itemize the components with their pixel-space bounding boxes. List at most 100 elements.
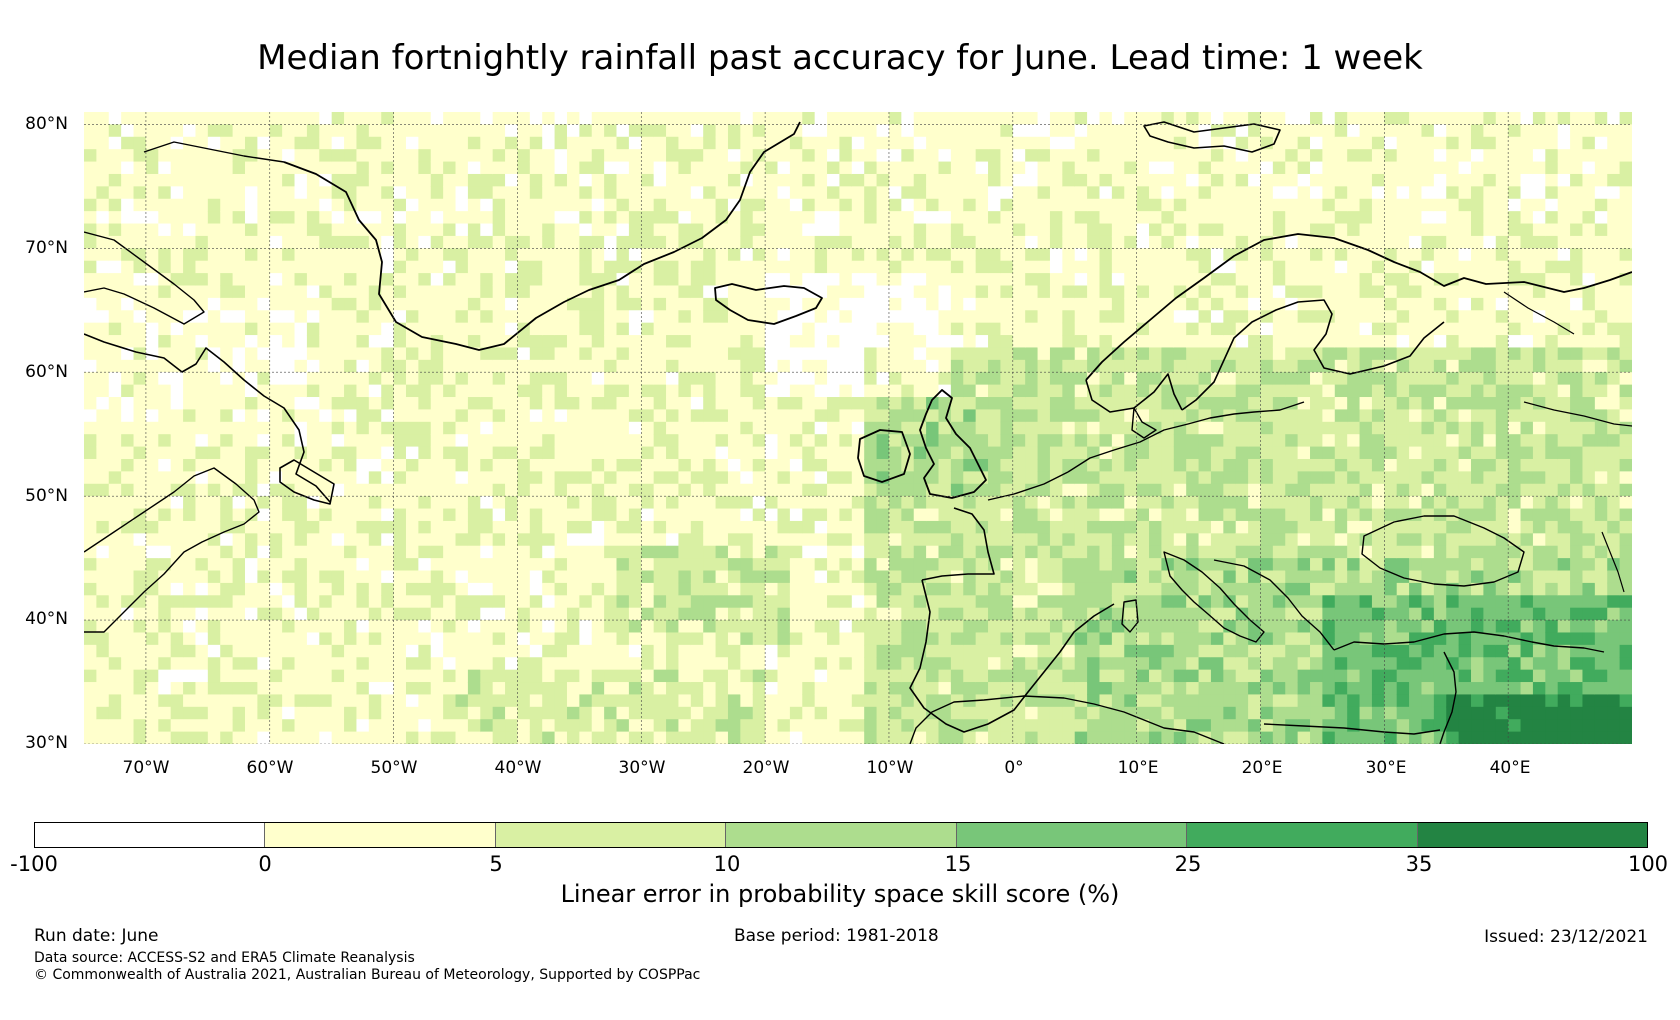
grid-cell <box>1037 384 1051 398</box>
grid-cell <box>938 297 952 311</box>
grid-cell <box>319 582 333 596</box>
grid-cell <box>1186 297 1200 311</box>
grid-cell <box>517 533 531 547</box>
grid-cell <box>529 235 543 249</box>
grid-cell <box>1272 434 1286 448</box>
grid-cell <box>1049 570 1063 584</box>
grid-cell <box>542 706 556 720</box>
grid-cell <box>666 657 680 671</box>
grid-cell <box>1099 149 1113 163</box>
grid-cell <box>232 173 246 187</box>
grid-cell <box>1099 421 1113 435</box>
grid-cell <box>1136 198 1150 212</box>
grid-cell <box>418 533 432 547</box>
grid-cell <box>839 682 853 696</box>
grid-cell <box>405 632 419 646</box>
grid-cell <box>529 359 543 373</box>
grid-cell <box>901 112 915 125</box>
grid-cell <box>183 632 197 646</box>
grid-cell <box>1210 520 1224 534</box>
grid-cell <box>765 694 779 708</box>
grid-cell <box>864 186 878 200</box>
grid-cell <box>294 607 308 621</box>
grid-cell <box>963 496 977 510</box>
grid-cell <box>703 632 717 646</box>
grid-cell <box>257 322 271 336</box>
grid-cell <box>1186 273 1200 287</box>
grid-cell <box>492 731 506 744</box>
grid-cell <box>542 694 556 708</box>
grid-cell <box>257 248 271 262</box>
grid-cell <box>1074 248 1088 262</box>
grid-cell <box>529 248 543 262</box>
grid-cell <box>467 582 481 596</box>
grid-cell <box>207 198 221 212</box>
grid-cell <box>418 545 432 559</box>
grid-cell <box>703 198 717 212</box>
grid-cell <box>1186 446 1200 460</box>
grid-cell <box>542 223 556 237</box>
grid-cell <box>108 421 122 435</box>
grid-cell <box>1248 198 1262 212</box>
grid-cell <box>802 322 816 336</box>
grid-cell <box>121 657 135 671</box>
grid-cell <box>1235 273 1249 287</box>
grid-cell <box>678 632 692 646</box>
grid-cell <box>1099 297 1113 311</box>
grid-cell <box>616 347 630 361</box>
grid-cell <box>294 731 308 744</box>
grid-cell <box>1260 706 1274 720</box>
grid-cell <box>269 644 283 658</box>
grid-cell <box>988 136 1002 150</box>
grid-cell <box>405 273 419 287</box>
grid-cell <box>678 173 692 187</box>
grid-cell <box>963 285 977 299</box>
grid-cell <box>1186 620 1200 634</box>
grid-cell <box>616 409 630 423</box>
grid-cell <box>1062 446 1076 460</box>
grid-cell <box>430 297 444 311</box>
grid-cell <box>1062 620 1076 634</box>
grid-cell <box>1074 235 1088 249</box>
grid-cell <box>988 124 1002 138</box>
grid-cell <box>963 620 977 634</box>
grid-cell <box>740 545 754 559</box>
grid-cell <box>876 458 890 472</box>
grid-cell <box>641 347 655 361</box>
grid-cell <box>975 186 989 200</box>
grid-cell <box>133 421 147 435</box>
grid-cell <box>1248 161 1262 175</box>
grid-cell <box>269 682 283 696</box>
grid-cell <box>1149 322 1162 336</box>
grid-cell <box>443 620 457 634</box>
grid-cell <box>616 124 630 138</box>
grid-cell <box>418 496 432 510</box>
grid-cell <box>1248 458 1262 472</box>
grid-cell <box>492 273 506 287</box>
grid-cell <box>988 458 1002 472</box>
grid-cell <box>975 359 989 373</box>
grid-cell <box>851 136 865 150</box>
grid-cell <box>84 198 97 212</box>
grid-cell <box>703 545 717 559</box>
grid-cell <box>950 409 964 423</box>
grid-cell <box>195 607 209 621</box>
grid-cell <box>344 112 358 125</box>
grid-cell <box>938 260 952 274</box>
grid-cell <box>108 471 122 485</box>
grid-cell <box>789 644 803 658</box>
grid-cell <box>888 409 902 423</box>
grid-cell <box>1161 620 1175 634</box>
grid-cell <box>480 434 494 448</box>
grid-cell <box>864 347 878 361</box>
grid-cell <box>430 347 444 361</box>
grid-cell <box>1062 731 1076 744</box>
grid-cell <box>1235 297 1249 311</box>
grid-cell <box>1037 520 1051 534</box>
grid-cell <box>244 397 258 411</box>
grid-cell <box>888 570 902 584</box>
grid-cell <box>269 149 283 163</box>
grid-cell <box>1149 669 1162 683</box>
grid-cell <box>331 669 345 683</box>
grid-cell <box>1111 310 1125 324</box>
